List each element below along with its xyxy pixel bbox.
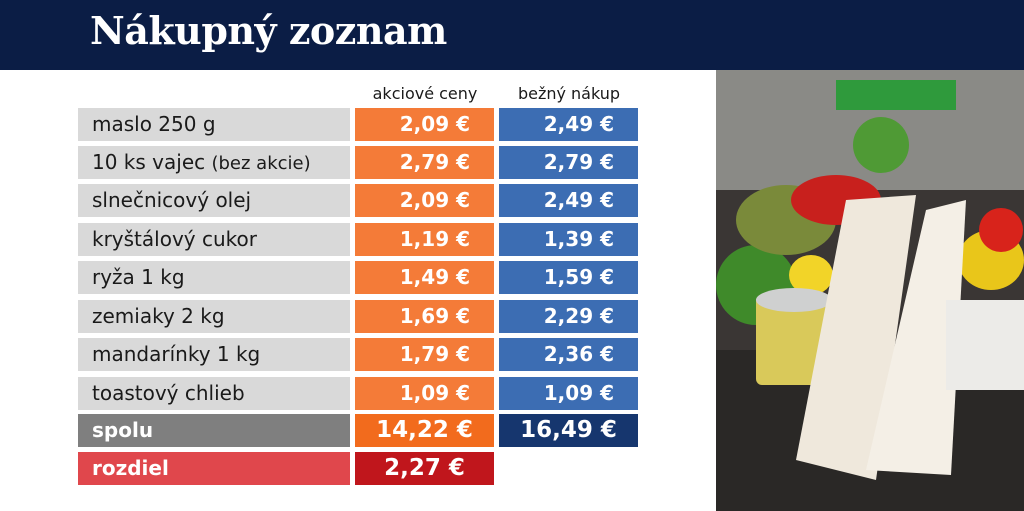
difference-value: 2,27 € bbox=[355, 452, 494, 485]
column-header: bežný nákup bbox=[517, 84, 621, 103]
total-label: spolu bbox=[78, 414, 350, 447]
item-name: kryštálový cukor bbox=[92, 227, 257, 251]
item-name: maslo 250 g bbox=[92, 112, 216, 136]
price: 1,49 € bbox=[355, 261, 494, 294]
total-price: 16,49 € bbox=[499, 414, 638, 447]
item-label: mandarínky 1 kg bbox=[78, 338, 350, 371]
item-name: mandarínky 1 kg bbox=[92, 342, 261, 366]
item-name: slnečnicový olej bbox=[92, 188, 252, 212]
price: 2,09 € bbox=[355, 108, 494, 141]
item-label: zemiaky 2 kg bbox=[78, 300, 350, 333]
price: 2,49 € bbox=[499, 184, 638, 217]
price: 2,79 € bbox=[499, 146, 638, 179]
item-label: slnečnicový olej bbox=[78, 184, 350, 217]
difference-label: rozdiel bbox=[78, 452, 350, 485]
photo bbox=[716, 70, 1024, 511]
price: 1,19 € bbox=[355, 223, 494, 256]
item-label: maslo 250 g bbox=[78, 108, 350, 141]
price: 2,09 € bbox=[355, 184, 494, 217]
price: 1,79 € bbox=[355, 338, 494, 371]
price: 2,36 € bbox=[499, 338, 638, 371]
item-name: 10 ks vajec bbox=[92, 150, 206, 174]
item-label: ryža 1 kg bbox=[78, 261, 350, 294]
item-name: zemiaky 2 kg bbox=[92, 304, 225, 328]
item-name: ryža 1 kg bbox=[92, 265, 185, 289]
price: 1,39 € bbox=[499, 223, 638, 256]
price: 1,69 € bbox=[355, 300, 494, 333]
column-header: akciové ceny bbox=[372, 84, 478, 103]
price: 1,09 € bbox=[355, 377, 494, 410]
item-label: kryštálový cukor bbox=[78, 223, 350, 256]
price: 1,09 € bbox=[499, 377, 638, 410]
item-note: (bez akcie) bbox=[211, 153, 311, 174]
title: Nákupný zoznam bbox=[90, 8, 447, 53]
price: 1,59 € bbox=[499, 261, 638, 294]
price: 2,79 € bbox=[355, 146, 494, 179]
item-label: 10 ks vajec (bez akcie) bbox=[78, 146, 350, 179]
item-label: toastový chlieb bbox=[78, 377, 350, 410]
price: 2,49 € bbox=[499, 108, 638, 141]
header-bar: Nákupný zoznam bbox=[0, 0, 1024, 70]
total-price: 14,22 € bbox=[355, 414, 494, 447]
price: 2,29 € bbox=[499, 300, 638, 333]
item-name: toastový chlieb bbox=[92, 381, 245, 405]
